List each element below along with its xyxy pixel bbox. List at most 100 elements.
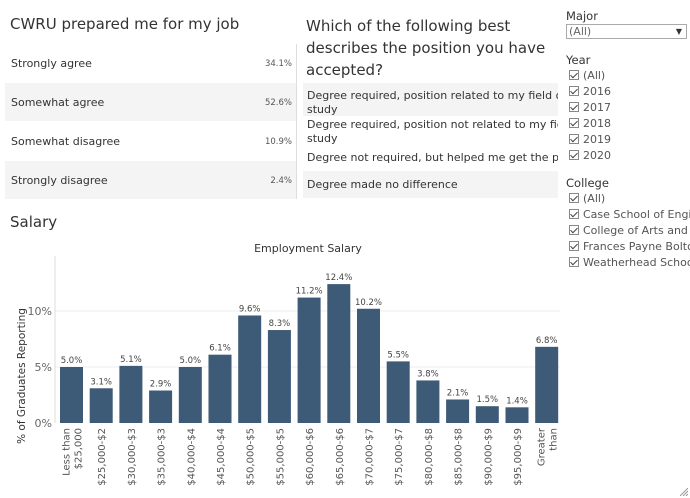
prepared-row-label: Somewhat disagree	[11, 135, 121, 148]
year-checkbox[interactable]: 2016	[569, 85, 690, 100]
salary-bar[interactable]	[238, 315, 262, 423]
checkbox-checked-icon	[569, 209, 579, 219]
college-checkbox[interactable]: Weatherhead School of Management	[569, 256, 690, 271]
position-row[interactable]: Degree required, position related to my …	[303, 83, 558, 116]
bar-value-label: 5.0%	[179, 356, 201, 366]
college-checkbox[interactable]: Frances Payne Bolton School of Nursing	[569, 240, 690, 255]
x-tick-label: $25,000	[74, 428, 85, 469]
salary-bar[interactable]	[416, 380, 440, 423]
y-tick-label: 0%	[35, 417, 52, 430]
prepared-row-label: Strongly agree	[11, 57, 92, 70]
salary-bar[interactable]	[535, 346, 559, 423]
prepared-row-label: Strongly disagree	[11, 174, 108, 187]
x-tick-label: $90,000-$9	[483, 428, 494, 486]
major-dropdown-value: (All)	[569, 25, 592, 38]
checkbox-checked-icon	[569, 70, 579, 80]
x-tick-label: $80,000-$8	[424, 428, 435, 486]
year-checkbox[interactable]: 2020	[569, 149, 690, 164]
bar-value-label: 11.2%	[296, 287, 323, 297]
salary-bar[interactable]	[208, 354, 232, 423]
y-tick-label: 10%	[28, 305, 52, 318]
checkbox-checked-icon	[569, 102, 579, 112]
salary-bar[interactable]	[475, 406, 499, 423]
prepared-row[interactable]: Strongly disagree 2.4%	[5, 161, 296, 199]
salary-bar[interactable]	[505, 407, 529, 423]
bar-value-label: 6.1%	[209, 344, 231, 354]
major-filter-label: Major	[566, 9, 598, 23]
bar-value-label: 5.0%	[61, 356, 83, 366]
x-tick-label: $25,000-$2	[97, 428, 108, 486]
checkbox-checked-icon	[569, 118, 579, 128]
position-row[interactable]: Degree not required, but helped me get t…	[303, 144, 558, 171]
bar-value-label: 2.1%	[447, 388, 469, 398]
salary-bar[interactable]	[357, 308, 380, 423]
x-tick-label: $30,000-$3	[127, 428, 138, 486]
college-checkbox[interactable]: Case School of Engineering	[569, 208, 690, 223]
year-checkbox-label: 2019	[583, 133, 611, 146]
year-checkbox[interactable]: 2017	[569, 101, 690, 116]
year-checkbox[interactable]: 2019	[569, 133, 690, 148]
college-checkbox-label: Case School of Engineering	[583, 208, 690, 221]
position-title-line3: accepted?	[306, 61, 384, 79]
x-tick-label: $35,000-$3	[157, 428, 168, 486]
position-row[interactable]: Degree required, position not related to…	[303, 116, 558, 144]
y-tick-label: 5%	[35, 361, 52, 374]
college-filter-label: College	[566, 176, 609, 190]
salary-bar[interactable]	[178, 367, 202, 423]
position-row-label: Degree not required, but helped me get t…	[307, 151, 558, 164]
prepared-title: CWRU prepared me for my job	[10, 15, 240, 33]
x-tick-label: Greater	[537, 427, 548, 466]
checkbox-checked-icon	[569, 241, 579, 251]
checkbox-checked-icon	[569, 257, 579, 267]
college-checkbox[interactable]: College of Arts and Sciences	[569, 224, 690, 239]
checkbox-checked-icon	[569, 150, 579, 160]
college-checkbox-label: (All)	[583, 192, 606, 205]
salary-bar[interactable]	[327, 284, 351, 423]
x-tick-label: $60,000-$6	[305, 428, 316, 486]
position-row-label-cont: study	[307, 103, 338, 116]
bar-value-label: 12.4%	[325, 273, 352, 283]
prepared-row-value: 10.9%	[264, 137, 292, 147]
college-checkbox-label: Weatherhead School of Management	[583, 256, 690, 269]
x-tick-label: than	[549, 428, 560, 451]
x-tick-label: $50,000-$5	[246, 428, 257, 486]
bar-value-label: 8.3%	[269, 319, 291, 329]
x-tick-label: $95,000-$9	[513, 428, 524, 486]
position-row-label: Degree required, position related to my …	[307, 89, 558, 102]
major-dropdown[interactable]: (All) ▼	[566, 24, 687, 39]
year-checkbox-label: 2016	[583, 85, 611, 98]
college-checkbox-label: Frances Payne Bolton School of Nursing	[583, 240, 690, 253]
year-checkbox[interactable]: (All)	[569, 69, 690, 84]
bar-value-label: 1.4%	[506, 396, 528, 406]
bar-value-label: 5.1%	[120, 355, 142, 365]
prepared-row[interactable]: Somewhat agree 52.6%	[5, 83, 296, 121]
prepared-row[interactable]: Strongly agree 34.1%	[5, 44, 296, 82]
salary-bar[interactable]	[149, 390, 173, 423]
checkbox-checked-icon	[569, 86, 579, 96]
x-tick-label: Less than	[62, 428, 73, 476]
salary-bar[interactable]	[446, 399, 470, 423]
x-tick-label: $45,000-$4	[216, 428, 227, 486]
year-checkbox[interactable]: 2018	[569, 117, 690, 132]
college-checkbox-label: College of Arts and Sciences	[583, 224, 690, 237]
x-tick-label: $65,000-$6	[335, 428, 346, 486]
prepared-row[interactable]: Somewhat disagree 10.9%	[5, 122, 296, 160]
position-title: Which of the following best describes th…	[306, 15, 545, 81]
year-checkbox-label: 2017	[583, 101, 611, 114]
salary-bar[interactable]	[89, 388, 113, 423]
salary-bar[interactable]	[267, 330, 291, 423]
salary-bar[interactable]	[386, 361, 410, 423]
chart-title: Employment Salary	[254, 242, 362, 255]
bar-value-label: 5.5%	[387, 350, 409, 360]
college-checkbox[interactable]: (All)	[569, 192, 690, 207]
bar-value-label: 10.2%	[355, 298, 382, 308]
position-row[interactable]: Degree made no difference	[303, 171, 558, 198]
salary-bar[interactable]	[297, 297, 321, 423]
salary-chart: Employment Salary % of Graduates Reporti…	[16, 242, 560, 486]
salary-bar[interactable]	[60, 367, 83, 423]
year-filter-label: Year	[566, 53, 591, 67]
position-title-line1: Which of the following best	[306, 17, 511, 35]
bar-value-label: 2.9%	[150, 380, 172, 390]
salary-bar[interactable]	[119, 365, 143, 423]
x-tick-label: $75,000-$7	[394, 428, 405, 486]
